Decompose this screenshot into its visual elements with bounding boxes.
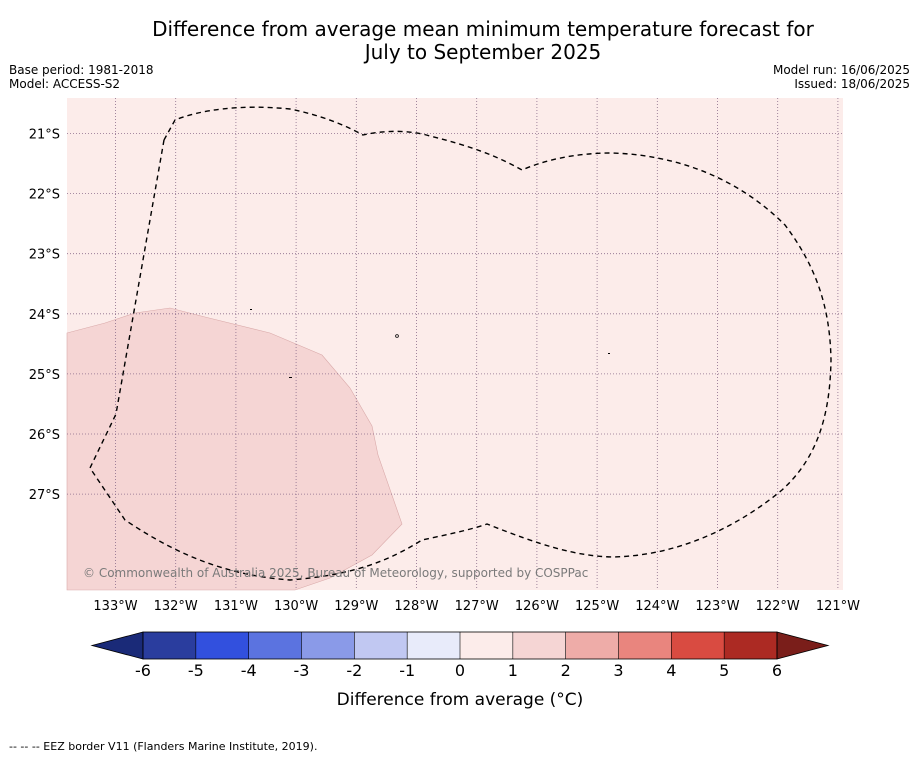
colorbar-segment: [143, 632, 197, 659]
lat-label: 27°S: [29, 488, 60, 503]
lat-label: 26°S: [29, 428, 60, 443]
colorbar-tick: 6: [772, 661, 782, 680]
colorbar-segment: [460, 632, 514, 659]
colorbar-under-arrow: [90, 631, 144, 660]
colorbar-segment: [354, 632, 408, 659]
lat-label: 21°S: [29, 128, 60, 143]
longitude-labels: 133°W 132°W 131°W 130°W 129°W 128°W 127°W 126°W…: [93, 599, 860, 614]
base-period: Base period: 1981-2018: [9, 63, 154, 77]
graticule: [67, 98, 843, 590]
colorbar-tick: 3: [613, 661, 623, 680]
colorbar-label: Difference from average (°C): [337, 690, 584, 710]
colorbar-tick: 2: [561, 661, 571, 680]
colorbar-segment: [618, 632, 672, 659]
title-line-2: July to September 2025: [364, 40, 602, 64]
colorbar-segment: [195, 632, 249, 659]
lon-label: 133°W: [93, 599, 137, 614]
colorbar-over-arrow: [776, 631, 830, 660]
lon-label: 125°W: [575, 599, 619, 614]
colorbar-tick: 4: [666, 661, 676, 680]
island: [250, 309, 252, 310]
colorbar-tick: 5: [719, 661, 729, 680]
lat-label: 22°S: [29, 188, 60, 203]
lon-label: 122°W: [756, 599, 800, 614]
title-line-1: Difference from average mean minimum tem…: [152, 17, 814, 41]
lat-label: 23°S: [29, 248, 60, 263]
lon-label: 130°W: [274, 599, 318, 614]
island-markers: [250, 309, 610, 378]
colorbar: -6 -5 -4 -3 -2 -1 0 1 2 3 4 5 6: [90, 631, 830, 680]
warm-anomaly-patch: [66, 307, 403, 591]
lat-label: 25°S: [29, 368, 60, 383]
lon-label: 132°W: [154, 599, 198, 614]
colorbar-tick: -3: [294, 661, 310, 680]
lon-label: 128°W: [394, 599, 438, 614]
colorbar-segment: [248, 632, 302, 659]
colorbar-tick: -5: [188, 661, 204, 680]
copyright-text: © Commonwealth of Australia 2025, Bureau…: [83, 566, 588, 580]
colorbar-tick: -4: [241, 661, 257, 680]
latitude-labels: 21°S 22°S 23°S 24°S 25°S 26°S 27°S: [29, 128, 60, 504]
lon-label: 131°W: [214, 599, 258, 614]
colorbar-segment: [512, 632, 566, 659]
colorbar-segment: [301, 632, 355, 659]
meta-right: Model run: 16/06/2025 Issued: 18/06/2025: [773, 63, 910, 91]
issued-date: Issued: 18/06/2025: [794, 77, 910, 91]
colorbar-segment: [671, 632, 725, 659]
island: [395, 334, 399, 338]
meta-left: Base period: 1981-2018 Model: ACCESS-S2: [9, 63, 154, 91]
colorbar-segment: [565, 632, 619, 659]
colorbar-tick: -1: [399, 661, 415, 680]
colorbar-tick: 1: [508, 661, 518, 680]
island: [289, 377, 292, 378]
colorbar-segment: [724, 632, 778, 659]
colorbar-tick: -2: [346, 661, 362, 680]
lon-label: 121°W: [816, 599, 860, 614]
colorbar-tick: 0: [455, 661, 465, 680]
island: [608, 353, 610, 354]
model-name: Model: ACCESS-S2: [9, 77, 121, 91]
lon-label: 127°W: [455, 599, 499, 614]
eez-legend-note: -- -- -- EEZ border V11 (Flanders Marine…: [9, 740, 318, 753]
lon-label: 126°W: [515, 599, 559, 614]
lon-label: 123°W: [695, 599, 739, 614]
model-run: Model run: 16/06/2025: [772, 63, 910, 77]
chart-title: Difference from average mean minimum tem…: [0, 18, 919, 64]
lon-label: 129°W: [334, 599, 378, 614]
lat-label: 24°S: [29, 308, 60, 323]
lon-label: 124°W: [635, 599, 679, 614]
colorbar-tick: -6: [135, 661, 151, 680]
colorbar-segment: [407, 632, 461, 659]
